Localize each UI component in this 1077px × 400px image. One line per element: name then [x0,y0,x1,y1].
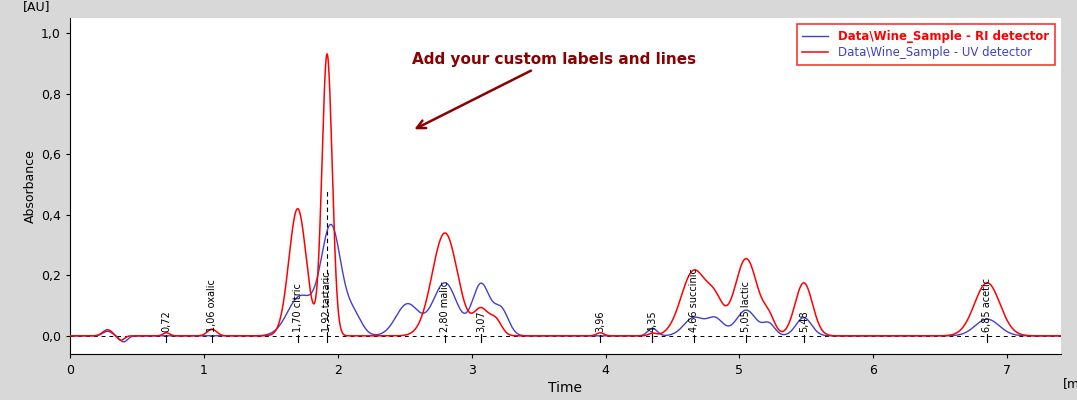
Line: Data\Wine_Sample - UV detector: Data\Wine_Sample - UV detector [70,54,1074,340]
Text: 1,92 tartaric: 1,92 tartaric [322,272,332,332]
Data\Wine_Sample - RI detector [64,334,76,338]
Data\Wine_Sample - UV detector [1060,334,1073,338]
Data\Wine_Sample - UV detector [307,302,320,306]
Text: 3,07: 3,07 [476,310,486,332]
Data\Wine_Sample - RI detector [1067,334,1077,338]
Data\Wine_Sample - UV detector [303,276,316,281]
Data\Wine_Sample - RI detector [297,293,310,298]
X-axis label: Time: Time [548,381,583,395]
Data\Wine_Sample - UV detector [443,235,456,240]
Text: 6,85 acetic: 6,85 acetic [982,278,992,332]
Text: 0,72: 0,72 [162,310,171,332]
Data\Wine_Sample - RI detector [1060,334,1073,338]
Y-axis label: Absorbance: Absorbance [24,149,37,223]
Line: Data\Wine_Sample - RI detector: Data\Wine_Sample - RI detector [70,224,1074,342]
Data\Wine_Sample - RI detector [443,283,456,288]
Data\Wine_Sample - RI detector [324,222,337,227]
Data\Wine_Sample - RI detector [514,332,527,337]
Data\Wine_Sample - UV detector [64,334,76,338]
Data\Wine_Sample - UV detector [1067,334,1077,338]
Text: [AU]: [AU] [23,0,50,13]
Data\Wine_Sample - UV detector [514,334,527,338]
Text: 4,35: 4,35 [647,310,657,332]
Text: [min]: [min] [1063,378,1077,390]
Text: Add your custom labels and lines: Add your custom labels and lines [411,52,696,128]
Data\Wine_Sample - UV detector [297,231,310,236]
Text: 1,06 oxalic: 1,06 oxalic [207,279,216,332]
Text: 3,96: 3,96 [596,311,605,332]
Text: 5,48: 5,48 [799,310,809,332]
Data\Wine_Sample - RI detector [307,286,320,291]
Legend: Data\Wine_Sample - RI detector, Data\Wine_Sample - UV detector: Data\Wine_Sample - RI detector, Data\Win… [797,24,1055,65]
Data\Wine_Sample - RI detector [117,340,130,344]
Data\Wine_Sample - UV detector [321,52,334,56]
Text: 2,80 malic: 2,80 malic [439,281,450,332]
Text: 4,66 succinic: 4,66 succinic [689,268,699,332]
Data\Wine_Sample - RI detector [303,293,316,298]
Text: 1,70 citric: 1,70 citric [293,283,303,332]
Data\Wine_Sample - UV detector [114,338,127,343]
Text: 5,05 lactic: 5,05 lactic [741,281,751,332]
